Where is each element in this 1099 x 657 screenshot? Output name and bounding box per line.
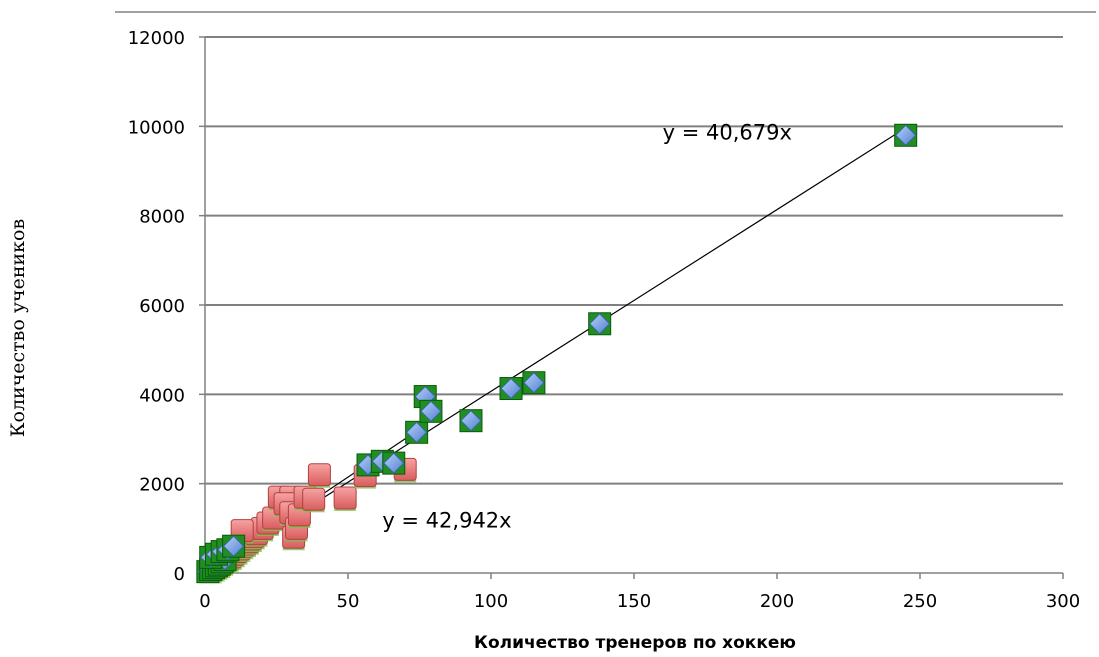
diamond-marker: [588, 313, 611, 335]
y-tick-label: 4000: [139, 385, 185, 406]
x-tick-label: 50: [337, 591, 360, 612]
square-marker: [307, 463, 331, 487]
y-tick-label: 12000: [128, 28, 185, 49]
y-tick-label: 2000: [139, 475, 185, 496]
diamond-point: [222, 534, 246, 558]
diamond-marker: [420, 400, 442, 423]
diamond-point: [405, 420, 429, 444]
square-point: [307, 463, 331, 488]
x-tick-label: 250: [903, 591, 937, 612]
diamond-point: [894, 123, 918, 147]
diamond-marker: [405, 421, 428, 444]
y-tick-label: 10000: [128, 117, 185, 138]
diamond-marker: [222, 535, 245, 557]
y-tick-labels: 0 2000 4000 6000 8000 10000 12000: [128, 28, 185, 585]
grid-lines: [205, 36, 1063, 485]
diamond-point: [382, 451, 406, 475]
x-tick-label: 300: [1046, 591, 1080, 612]
square-marker: [302, 487, 326, 511]
y-tick-label: 8000: [139, 207, 185, 228]
square-point: [333, 486, 357, 511]
x-tick-label: 200: [760, 591, 794, 612]
diamond-point: [522, 371, 546, 395]
x-tick-labels: 0 50 100 150 200 250 300: [199, 591, 1080, 612]
diamond-point: [499, 377, 523, 401]
square-point: [302, 487, 326, 513]
x-tick-label: 150: [617, 591, 651, 612]
trendline-equation: y = 40,679x: [663, 121, 792, 145]
x-tick-label: 100: [474, 591, 508, 612]
square-marker: [333, 486, 357, 510]
y-tick-label: 6000: [139, 296, 185, 317]
y-axis-label: Количество учеников: [7, 219, 29, 437]
x-axis-label: Количество тренеров по хоккею: [474, 633, 796, 653]
diamond-marker: [894, 124, 917, 146]
diamond-marker: [500, 377, 522, 400]
diamond-marker: [383, 452, 405, 474]
diamond-marker: [523, 372, 545, 394]
diamond-marker: [460, 409, 482, 432]
y-tick-label: 0: [174, 564, 185, 585]
diamond-point: [459, 409, 483, 433]
x-tick-label: 0: [199, 591, 210, 612]
data-points: [196, 123, 918, 584]
diamond-point: [419, 399, 443, 423]
diamond-point: [588, 312, 612, 336]
trendline-equation: y = 42,942x: [382, 508, 511, 532]
trendline-equations: y = 40,679x y = 42,942x: [382, 121, 792, 533]
axes: [199, 36, 1064, 579]
